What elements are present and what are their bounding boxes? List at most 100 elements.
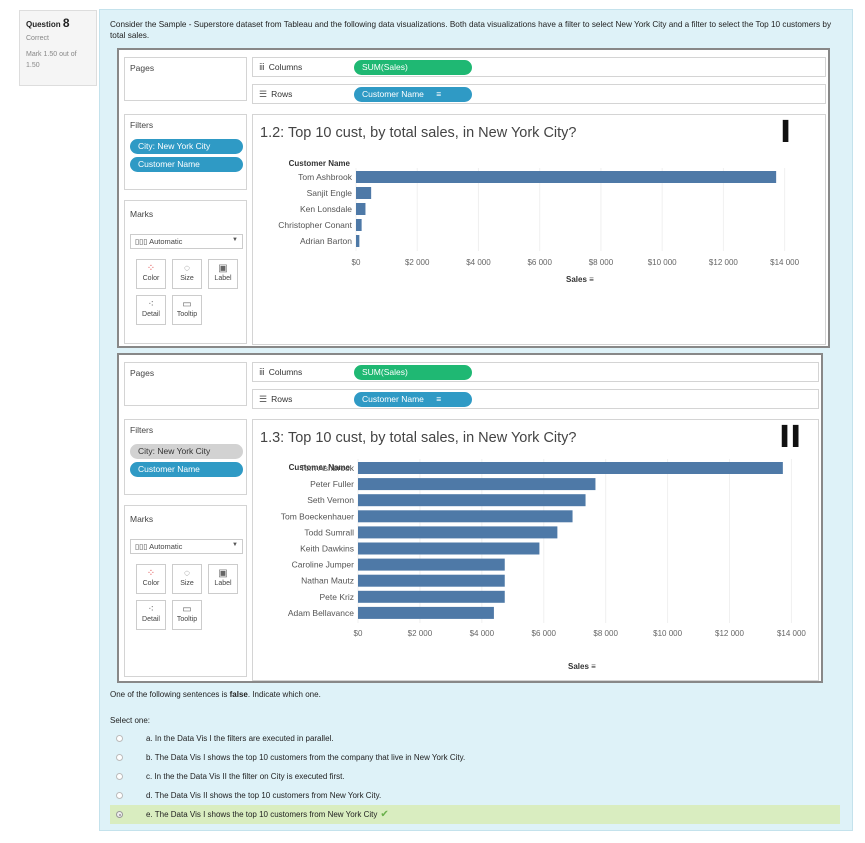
bar[interactable] xyxy=(358,606,494,619)
category-label: Adam Bellavance xyxy=(288,608,354,618)
bar[interactable] xyxy=(358,494,586,507)
pages-label: Pages xyxy=(130,368,155,378)
category-label: Ken Lonsdale xyxy=(300,204,352,214)
tick-label: $6 000 xyxy=(532,629,557,638)
columns-pill[interactable]: SUM(Sales) xyxy=(354,365,472,380)
tick-label: $12 000 xyxy=(709,258,738,267)
tick-label: $8 000 xyxy=(589,258,614,267)
mark-type-dropdown[interactable]: ▯▯▯ Automatic ▼ xyxy=(130,539,243,554)
filter-customer-pill[interactable]: Customer Name xyxy=(130,157,243,172)
marks-card: Marks ▯▯▯ Automatic ▼ ⁘ Color ◌ Size ▣ Labe… xyxy=(124,505,247,677)
radio-button[interactable] xyxy=(116,811,123,818)
tooltip-icon: ▭ xyxy=(182,604,192,615)
customer-name-header: Customer Name xyxy=(288,463,350,472)
data-vis-1: Pages Filters City: New York City Custom… xyxy=(117,48,830,348)
rows-label: ☰ Rows xyxy=(259,89,293,99)
columns-label: ⅲ Columns xyxy=(259,62,303,72)
tooltip-button[interactable]: ▭ Tooltip xyxy=(172,295,202,325)
label-icon: ▣ xyxy=(218,568,228,579)
color-button[interactable]: ⁘ Color xyxy=(136,259,166,289)
tick-label: $12 000 xyxy=(715,629,744,638)
radio-button[interactable] xyxy=(116,792,123,799)
sales-axis-label: Sales ≡ xyxy=(566,275,594,284)
color-button[interactable]: ⁘ Color xyxy=(136,564,166,594)
category-label: Nathan Mautz xyxy=(301,576,354,586)
answer-option-b[interactable]: b. The Data Vis I shows the top 10 custo… xyxy=(110,748,840,767)
bar[interactable] xyxy=(358,526,558,539)
question-info: Question 8 Correct Mark 1.50 out of 1.50 xyxy=(19,10,97,86)
sort-icon: ≡ xyxy=(436,394,442,404)
bar[interactable] xyxy=(358,462,783,474)
detail-icon: ⁖ xyxy=(148,604,154,615)
radio-button[interactable] xyxy=(116,773,123,780)
tooltip-button[interactable]: ▭ Tooltip xyxy=(172,600,202,630)
bar[interactable] xyxy=(358,558,505,571)
tick-label: $10 000 xyxy=(653,629,682,638)
pages-shelf[interactable]: Pages xyxy=(124,57,247,101)
mark-type-dropdown[interactable]: ▯▯▯ Automatic ▼ xyxy=(130,234,243,249)
category-label: Tom Ashbrook xyxy=(300,463,355,473)
radio-button[interactable] xyxy=(116,754,123,761)
pages-shelf[interactable]: Pages xyxy=(124,362,247,406)
category-label: Adrian Barton xyxy=(300,236,352,246)
answer-options: a. In the Data Vis I the filters are exe… xyxy=(110,729,840,824)
bar[interactable] xyxy=(358,510,573,523)
tick-label: $10 000 xyxy=(648,258,677,267)
tick-label: $14 000 xyxy=(770,258,799,267)
size-button[interactable]: ◌ Size xyxy=(172,259,202,289)
filter-city-pill[interactable]: City: New York City xyxy=(130,444,243,459)
columns-shelf[interactable]: ⅲ Columns SUM(Sales) xyxy=(252,362,819,382)
category-label: Keith Dawkins xyxy=(300,544,354,554)
rows-pill[interactable]: Customer Name ≡ xyxy=(354,392,472,407)
filters-label: Filters xyxy=(130,425,154,435)
bar[interactable] xyxy=(358,590,505,603)
bar-chart: Tom Ashbrook Sanjit Engle Ken Lonsdale Chri… xyxy=(278,168,800,267)
chart-area: 1.2: Top 10 cust, by total sales, in New… xyxy=(252,114,826,345)
filters-label: Filters xyxy=(130,120,154,130)
bar[interactable] xyxy=(356,187,372,199)
bar-chart-icon: ▯▯▯ xyxy=(135,542,150,551)
columns-icon: ⅲ xyxy=(259,62,265,72)
filter-customer-pill[interactable]: Customer Name xyxy=(130,462,243,477)
tick-label: $2 000 xyxy=(405,258,430,267)
marks-card: Marks ▯▯▯ Automatic ▼ ⁘ Color ◌ Size ▣ Labe… xyxy=(124,200,247,344)
answer-option-a[interactable]: a. In the Data Vis I the filters are exe… xyxy=(110,729,840,748)
chart-area: 1.3: Top 10 cust, by total sales, in New… xyxy=(252,419,819,681)
bar-chart-icon: ▯▯▯ xyxy=(135,237,150,246)
bar[interactable] xyxy=(356,235,360,247)
size-icon: ◌ xyxy=(184,263,190,274)
tick-label: $4 000 xyxy=(470,629,495,638)
answer-option-e[interactable]: e. The Data Vis I shows the top 10 custo… xyxy=(110,805,840,824)
bar[interactable] xyxy=(356,171,777,183)
label-button[interactable]: ▣ Label xyxy=(208,564,238,594)
bar[interactable] xyxy=(356,203,366,215)
filters-shelf: Filters City: New York City Customer Nam… xyxy=(124,419,247,495)
bar[interactable] xyxy=(358,574,505,587)
columns-pill[interactable]: SUM(Sales) xyxy=(354,60,472,75)
question-mark: Mark 1.50 out of 1.50 xyxy=(26,51,77,69)
color-icon: ⁘ xyxy=(146,263,156,274)
select-one-label: Select one: xyxy=(110,716,151,725)
detail-button[interactable]: ⁖ Detail xyxy=(136,295,166,325)
color-icon: ⁘ xyxy=(146,568,156,579)
answer-option-d[interactable]: d. The Data Vis II shows the top 10 cust… xyxy=(110,786,840,805)
bar[interactable] xyxy=(356,219,362,231)
label-icon: ▣ xyxy=(218,263,228,274)
detail-button[interactable]: ⁖ Detail xyxy=(136,600,166,630)
filter-city-pill[interactable]: City: New York City xyxy=(130,139,243,154)
size-button[interactable]: ◌ Size xyxy=(172,564,202,594)
rows-shelf[interactable]: ☰ Rows Customer Name ≡ xyxy=(252,84,826,104)
chart-title: 1.2: Top 10 cust, by total sales, in New… xyxy=(260,125,577,141)
bar[interactable] xyxy=(358,542,540,555)
columns-icon: ⅲ xyxy=(259,367,265,377)
bar[interactable] xyxy=(358,478,596,491)
label-button[interactable]: ▣ Label xyxy=(208,259,238,289)
columns-shelf[interactable]: ⅲ Columns SUM(Sales) xyxy=(252,57,826,77)
radio-button[interactable] xyxy=(116,735,123,742)
rows-pill[interactable]: Customer Name ≡ xyxy=(354,87,472,102)
chevron-down-icon: ▼ xyxy=(232,237,238,243)
rows-shelf[interactable]: ☰ Rows Customer Name ≡ xyxy=(252,389,819,409)
category-label: Todd Sumrall xyxy=(304,527,354,537)
category-label: Seth Vernon xyxy=(307,495,354,505)
answer-option-c[interactable]: c. In the the Data Vis II the filter on … xyxy=(110,767,840,786)
